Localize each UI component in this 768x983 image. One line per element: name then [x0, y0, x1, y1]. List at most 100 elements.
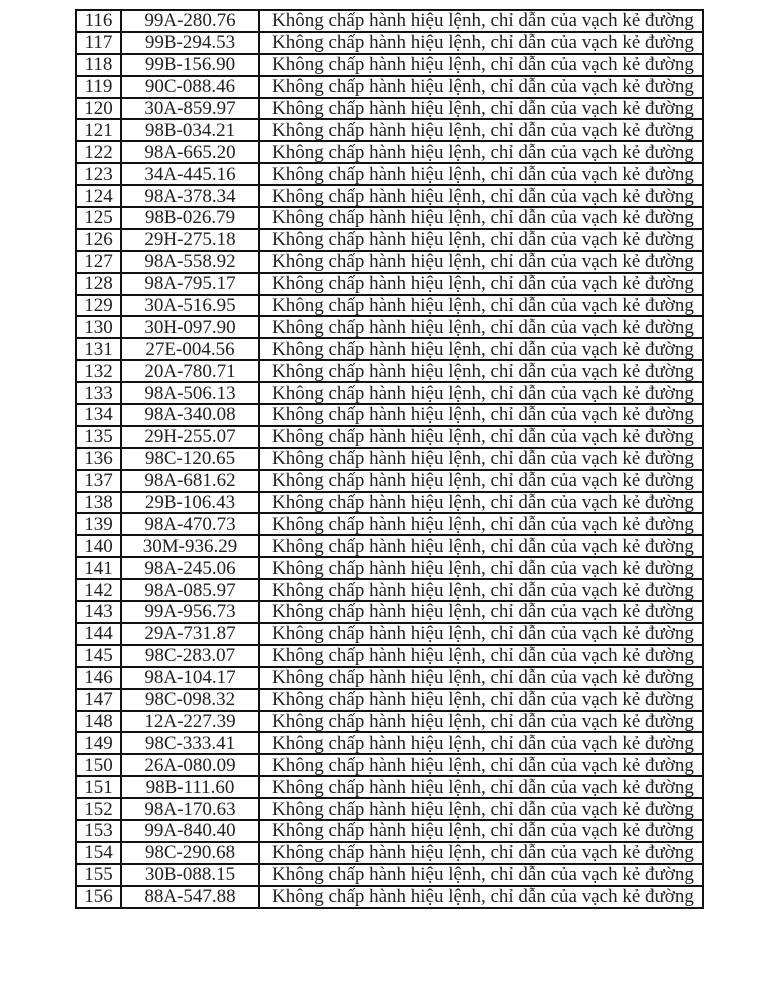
table-row: 154 98C-290.68 Không chấp hành hiệu lệnh, … [75, 840, 704, 865]
table-row: 136 98C-120.65 Không chấp hành hiệu lệnh, … [75, 446, 704, 471]
license-plate: 29A-731.87 [120, 621, 260, 646]
license-plate: 29B-106.43 [120, 490, 260, 515]
table-row: 117 99B-294.53 Không chấp hành hiệu lệnh, … [75, 30, 704, 55]
license-plate: 12A-227.39 [120, 709, 260, 734]
violation: Không chấp hành hiệu lệnh, chỉ dẫn của v… [258, 556, 704, 581]
violation: Không chấp hành hiệu lệnh, chỉ dẫn của v… [258, 271, 704, 296]
license-plate: 98B-034.21 [120, 118, 260, 143]
violation: Không chấp hành hiệu lệnh, chỉ dẫn của v… [258, 162, 704, 187]
table-row: 121 98B-034.21 Không chấp hành hiệu lệnh, … [75, 118, 704, 143]
row-number: 116 [75, 9, 122, 33]
license-plate: 98B-026.79 [120, 206, 260, 230]
row-number: 120 [75, 96, 122, 121]
row-number: 149 [75, 731, 122, 756]
license-plate: 26A-080.09 [120, 753, 260, 778]
violation: Không chấp hành hiệu lệnh, chỉ dẫn của v… [258, 534, 704, 559]
license-plate: 30M-936.29 [120, 534, 260, 559]
violation: Không chấp hành hiệu lệnh, chỉ dẫn của v… [258, 30, 704, 55]
table-row: 133 98A-506.13 Không chấp hành hiệu lệnh, … [75, 381, 704, 406]
violation: Không chấp hành hiệu lệnh, chỉ dẫn của v… [258, 315, 704, 340]
table-row: 130 30H-097.90 Không chấp hành hiệu lệnh, … [75, 315, 704, 340]
table-row: 118 99B-156.90 Không chấp hành hiệu lệnh, … [75, 52, 704, 77]
violation: Không chấp hành hiệu lệnh, chỉ dẫn của v… [258, 403, 704, 427]
violation: Không chấp hành hiệu lệnh, chỉ dẫn của v… [258, 665, 704, 690]
license-plate: 98A-665.20 [120, 140, 260, 165]
table-row: 116 99A-280.76 Không chấp hành hiệu lệnh, … [75, 9, 704, 33]
license-plate: 88A-547.88 [120, 884, 260, 909]
license-plate: 30B-088.15 [120, 862, 260, 887]
table-row: 141 98A-245.06 Không chấp hành hiệu lệnh, … [75, 556, 704, 581]
violation: Không chấp hành hiệu lệnh, chỉ dẫn của v… [258, 818, 704, 843]
violation: Không chấp hành hiệu lệnh, chỉ dẫn của v… [258, 249, 704, 274]
table-row: 122 98A-665.20 Không chấp hành hiệu lệnh, … [75, 140, 704, 165]
table-row: 123 34A-445.16 Không chấp hành hiệu lệnh, … [75, 162, 704, 187]
table-row: 156 88A-547.88 Không chấp hành hiệu lệnh, … [75, 884, 704, 909]
row-number: 124 [75, 184, 122, 209]
license-plate: 98B-111.60 [120, 775, 260, 800]
table-row: 144 29A-731.87 Không chấp hành hiệu lệnh, … [75, 621, 704, 646]
license-plate: 99B-156.90 [120, 52, 260, 77]
row-number: 146 [75, 665, 122, 690]
row-number: 127 [75, 249, 122, 274]
violation: Không chấp hành hiệu lệnh, chỉ dẫn của v… [258, 643, 704, 668]
table-row: 140 30M-936.29 Không chấp hành hiệu lệnh, … [75, 534, 704, 559]
violation: Không chấp hành hiệu lệnh, chỉ dẫn của v… [258, 884, 704, 909]
violation: Không chấp hành hiệu lệnh, chỉ dẫn của v… [258, 797, 704, 821]
row-number: 133 [75, 381, 122, 406]
table-row: 155 30B-088.15 Không chấp hành hiệu lệnh, … [75, 862, 704, 887]
row-number: 121 [75, 118, 122, 143]
table-row: 151 98B-111.60 Không chấp hành hiệu lệnh, … [75, 775, 704, 800]
violation: Không chấp hành hiệu lệnh, chỉ dẫn của v… [258, 446, 704, 471]
row-number: 145 [75, 643, 122, 668]
license-plate: 98A-085.97 [120, 578, 260, 603]
license-plate: 29H-275.18 [120, 227, 260, 252]
violation: Không chấp hành hiệu lệnh, chỉ dẫn của v… [258, 74, 704, 99]
table-row: 128 98A-795.17 Không chấp hành hiệu lệnh, … [75, 271, 704, 296]
violation: Không chấp hành hiệu lệnh, chỉ dẫn của v… [258, 424, 704, 449]
table-row: 125 98B-026.79 Không chấp hành hiệu lệnh, … [75, 206, 704, 230]
row-number: 148 [75, 709, 122, 734]
license-plate: 30H-097.90 [120, 315, 260, 340]
license-plate: 98C-098.32 [120, 687, 260, 712]
violation: Không chấp hành hiệu lệnh, chỉ dẫn của v… [258, 775, 704, 800]
violation: Không chấp hành hiệu lệnh, chỉ dẫn của v… [258, 359, 704, 384]
table-row: 119 90C-088.46 Không chấp hành hiệu lệnh, … [75, 74, 704, 99]
table-row: 134 98A-340.08 Không chấp hành hiệu lệnh, … [75, 403, 704, 427]
violation: Không chấp hành hiệu lệnh, chỉ dẫn của v… [258, 9, 704, 33]
table-row: 124 98A-378.34 Không chấp hành hiệu lệnh, … [75, 184, 704, 209]
violation: Không chấp hành hiệu lệnh, chỉ dẫn của v… [258, 709, 704, 734]
violation: Không chấp hành hiệu lệnh, chỉ dẫn của v… [258, 52, 704, 77]
license-plate: 98C-283.07 [120, 643, 260, 668]
violation: Không chấp hành hiệu lệnh, chỉ dẫn của v… [258, 512, 704, 537]
violation: Không chấp hành hiệu lệnh, chỉ dẫn của v… [258, 118, 704, 143]
table-row: 143 99A-956.73 Không chấp hành hiệu lệnh, … [75, 600, 704, 624]
row-number: 129 [75, 293, 122, 318]
row-number: 130 [75, 315, 122, 340]
violation: Không chấp hành hiệu lệnh, chỉ dẫn của v… [258, 206, 704, 230]
row-number: 141 [75, 556, 122, 581]
row-number: 135 [75, 424, 122, 449]
table-row: 148 12A-227.39 Không chấp hành hiệu lệnh, … [75, 709, 704, 734]
row-number: 154 [75, 840, 122, 865]
violation: Không chấp hành hiệu lệnh, chỉ dẫn của v… [258, 840, 704, 865]
license-plate: 30A-516.95 [120, 293, 260, 318]
table-row: 142 98A-085.97 Không chấp hành hiệu lệnh, … [75, 578, 704, 603]
license-plate: 30A-859.97 [120, 96, 260, 121]
row-number: 150 [75, 753, 122, 778]
violation: Không chấp hành hiệu lệnh, chỉ dẫn của v… [258, 490, 704, 515]
violation: Không chấp hành hiệu lệnh, chỉ dẫn của v… [258, 293, 704, 318]
row-number: 125 [75, 206, 122, 230]
row-number: 118 [75, 52, 122, 77]
violation: Không chấp hành hiệu lệnh, chỉ dẫn của v… [258, 140, 704, 165]
license-plate: 99A-280.76 [120, 9, 260, 33]
license-plate: 98A-245.06 [120, 556, 260, 581]
license-plate: 98A-340.08 [120, 403, 260, 427]
license-plate: 98A-470.73 [120, 512, 260, 537]
row-number: 142 [75, 578, 122, 603]
violation: Không chấp hành hiệu lệnh, chỉ dẫn của v… [258, 468, 704, 493]
license-plate: 98A-104.17 [120, 665, 260, 690]
violations-table: 116 99A-280.76 Không chấp hành hiệu lệnh, … [75, 9, 704, 909]
table-row: 120 30A-859.97 Không chấp hành hiệu lệnh, … [75, 96, 704, 121]
table-row: 132 20A-780.71 Không chấp hành hiệu lệnh, … [75, 359, 704, 384]
license-plate: 99A-840.40 [120, 818, 260, 843]
